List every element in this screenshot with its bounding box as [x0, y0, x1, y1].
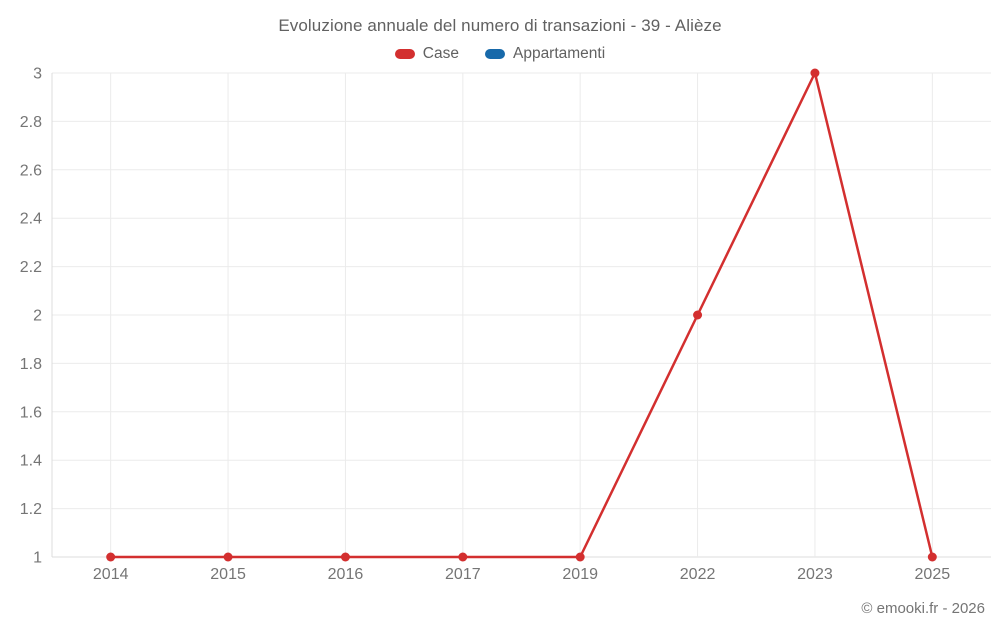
- y-axis-tick-label: 2.8: [20, 114, 42, 131]
- y-axis-tick-label: 1.2: [20, 501, 42, 518]
- legend-swatch-case: [394, 49, 415, 59]
- data-point-case-2015[interactable]: [223, 552, 233, 562]
- y-axis-tick-label: 1.4: [20, 453, 42, 470]
- x-axis-tick-label: 2016: [328, 566, 364, 583]
- legend-label: Case: [422, 45, 459, 62]
- y-axis-tick-label: 1.6: [20, 404, 42, 421]
- data-point-case-2025[interactable]: [927, 552, 937, 562]
- data-point-case-2016[interactable]: [340, 552, 350, 562]
- x-axis-tick-label: 2023: [797, 566, 833, 583]
- legend-label: Appartamenti: [512, 45, 606, 62]
- y-axis-tick-label: 1.8: [20, 356, 42, 373]
- x-axis-tick-label: 2022: [680, 566, 716, 583]
- x-axis-tick-label: 2014: [93, 566, 129, 583]
- y-axis-tick-label: 1: [33, 550, 42, 567]
- chart-legend: Case Appartamenti: [0, 45, 1000, 63]
- legend-item-case[interactable]: Case: [394, 45, 459, 63]
- y-axis-tick-label: 2.4: [20, 211, 42, 228]
- data-point-case-2023[interactable]: [810, 68, 820, 78]
- data-point-case-2017[interactable]: [458, 552, 468, 562]
- data-point-case-2019[interactable]: [575, 552, 585, 562]
- y-axis-tick-label: 2.6: [20, 162, 42, 179]
- x-axis-tick-label: 2015: [210, 566, 246, 583]
- x-axis-tick-label: 2017: [445, 566, 481, 583]
- x-axis-tick-label: 2019: [562, 566, 598, 583]
- series-line-case: [109, 71, 934, 559]
- copyright-credit: © emooki.fr - 2026: [861, 600, 985, 617]
- legend-swatch-appartamenti: [484, 49, 505, 59]
- x-axis-tick-label: 2025: [915, 566, 951, 583]
- y-axis-tick-label: 3: [33, 66, 42, 83]
- legend-item-appartamenti[interactable]: Appartamenti: [484, 45, 606, 63]
- data-point-case-2014[interactable]: [106, 552, 116, 562]
- y-axis-tick-label: 2.2: [20, 259, 42, 276]
- y-axis-tick-label: 2: [33, 308, 42, 325]
- data-point-case-2022[interactable]: [693, 310, 703, 320]
- chart-title: Evoluzione annuale del numero di transaz…: [278, 16, 722, 35]
